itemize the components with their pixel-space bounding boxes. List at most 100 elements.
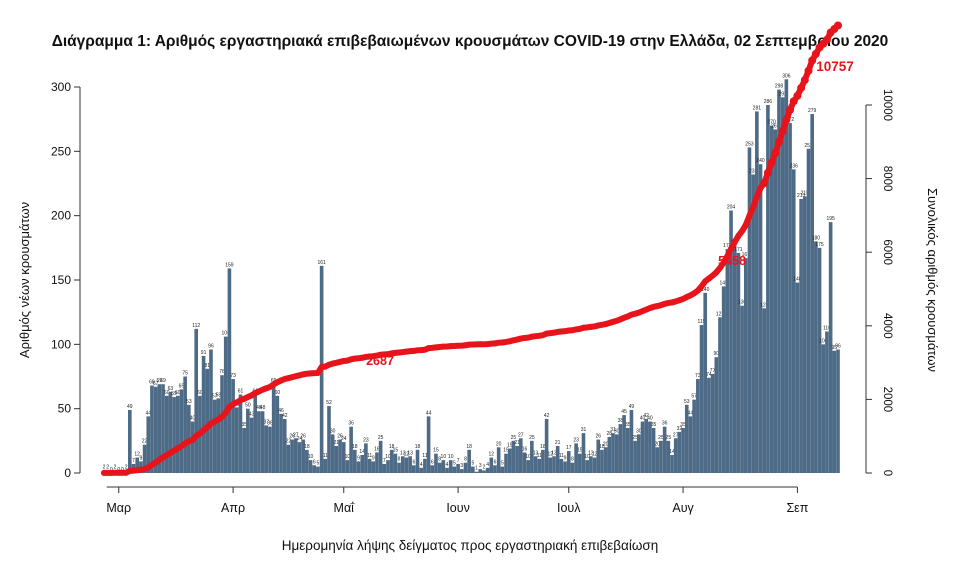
cumulative-point (359, 354, 366, 361)
cumulative-point (720, 259, 727, 266)
cumulative-point (233, 399, 240, 406)
bar-value-label: 60 (275, 390, 281, 396)
bar-value-label: 121 (716, 311, 725, 317)
bar (670, 454, 674, 473)
bar (555, 445, 560, 473)
cumulative-point (432, 344, 439, 351)
bar-value-label: 76 (219, 369, 225, 375)
bar-value-label: 6 (313, 459, 316, 465)
bar (821, 344, 826, 473)
cumulative-point (344, 357, 351, 364)
bar (323, 458, 328, 473)
cumulative-point (705, 275, 712, 282)
right-axis-tick-label: 8000 (881, 166, 893, 192)
bar-value-label: 18 (599, 444, 605, 450)
bar (710, 373, 715, 473)
bar-value-label: 42 (544, 413, 550, 419)
cumulative-point (811, 49, 820, 58)
chart-title: Διάγραμμα 1: Αριθμός εργαστηριακά επιβεβ… (52, 33, 889, 50)
bar (662, 426, 667, 473)
bar (246, 408, 250, 473)
left-axis-tick-label: 50 (58, 402, 72, 416)
bar-value-label: 49 (127, 404, 133, 410)
bar (260, 411, 265, 473)
bar (640, 421, 645, 473)
bar (412, 465, 416, 473)
bar-value-label: 270 (767, 120, 776, 126)
bar (305, 449, 309, 473)
cumulative-point (130, 467, 137, 474)
bar (467, 449, 471, 473)
left-axis-tick-label: 250 (51, 144, 71, 158)
bar (397, 462, 401, 473)
bar-value-label: 18 (304, 444, 310, 450)
bar (614, 434, 619, 473)
bar (725, 249, 730, 473)
cumulative-point (506, 338, 513, 345)
bar (445, 467, 449, 473)
bar (220, 375, 224, 473)
bar-value-label: 77 (710, 368, 716, 374)
bar (168, 391, 173, 473)
bar (721, 286, 726, 473)
cumulative-point (322, 363, 329, 370)
cumulative-point (300, 371, 307, 378)
bar-value-label: 20 (654, 441, 660, 447)
bar-value-label: 175 (815, 242, 824, 248)
bar-value-label: 81 (204, 363, 210, 369)
bar (718, 317, 722, 473)
cumulative-point (800, 76, 809, 85)
bar-value-label: 11 (422, 453, 427, 459)
bar-value-label: 14 (359, 449, 365, 455)
bar-value-label: 11 (367, 453, 372, 459)
bar-value-label: 180 (812, 235, 821, 241)
bar-value-label: 67 (153, 381, 159, 387)
bar-value-label: 174 (723, 243, 732, 249)
bar (666, 440, 671, 473)
bar-value-label: 35 (651, 422, 657, 428)
bar (175, 395, 180, 473)
bar-value-label: 68 (149, 380, 155, 386)
bar-value-label: 9 (372, 455, 375, 461)
bar-value-label: 42 (282, 413, 288, 419)
bar-value-label: 112 (192, 323, 200, 329)
bar-value-label: 31 (610, 427, 616, 433)
cumulative-point (767, 158, 776, 167)
bar (334, 445, 339, 473)
bar (205, 368, 210, 473)
bar-value-label: 75 (182, 371, 188, 377)
bar (282, 418, 287, 473)
bar (157, 384, 162, 473)
bar (161, 384, 165, 473)
bar-value-label: 53 (186, 399, 192, 405)
bar (146, 416, 151, 473)
bar (758, 164, 763, 473)
bar (699, 325, 704, 473)
bar-value-label: 13 (551, 450, 557, 456)
bar-value-label: 27 (293, 432, 299, 438)
bar (600, 449, 604, 473)
bar (290, 439, 294, 473)
bar-value-label: 12 (489, 452, 495, 458)
bar (799, 198, 803, 473)
bar-value-label: 45 (621, 409, 627, 415)
bar-value-label: 46 (278, 408, 284, 414)
bar (618, 424, 623, 473)
bar-value-label: 204 (727, 205, 736, 211)
bar (802, 196, 807, 473)
bar (578, 453, 582, 473)
x-axis-tick-label: Μαΐ (334, 501, 356, 515)
cumulative-point (778, 127, 787, 136)
bar-value-label: 15 (433, 448, 439, 454)
bar-value-label: 195 (826, 216, 835, 222)
bar (382, 463, 387, 473)
bar (183, 376, 187, 473)
bar (493, 465, 497, 473)
bar-value-label: 96 (835, 343, 841, 349)
cumulative-point (410, 347, 417, 354)
bar (589, 456, 593, 473)
right-y-axis: 0 2000 4000 6000 8000 10000 (865, 89, 893, 476)
cumulative-point (263, 385, 270, 392)
bar (596, 439, 601, 473)
